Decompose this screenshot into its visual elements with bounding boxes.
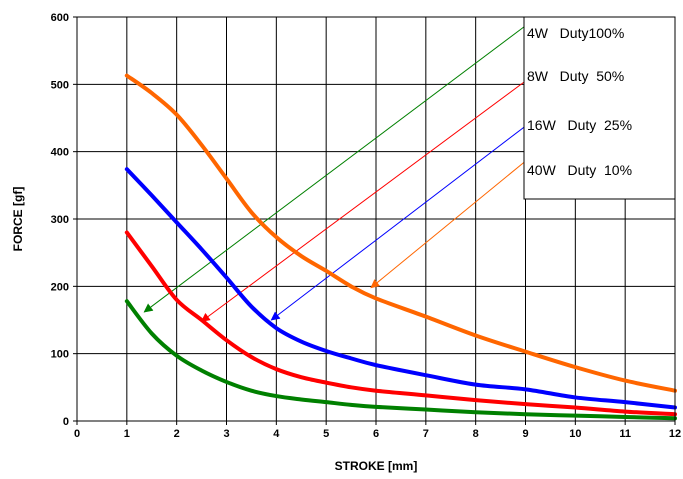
series-line bbox=[124, 167, 677, 410]
x-tick-label: 12 bbox=[669, 428, 681, 440]
plot-border bbox=[76, 16, 676, 422]
annotation-arrow bbox=[370, 160, 526, 289]
annotation-arrow bbox=[143, 25, 526, 313]
y-axis-ticks: 0 100 200 300 400 500 600 bbox=[51, 12, 77, 428]
x-tick-label: 6 bbox=[373, 428, 379, 440]
x-tick-label: 0 bbox=[74, 428, 80, 440]
legend: 4W Duty100% 8W Duty 50% 16W Duty 25% 40W Du… bbox=[523, 16, 676, 200]
x-axis-label: STROKE [mm] bbox=[335, 459, 418, 473]
x-tick-label: 3 bbox=[223, 428, 229, 440]
legend-entry: 4W Duty100% bbox=[527, 25, 624, 41]
series-line bbox=[124, 299, 677, 421]
x-tick-label: 11 bbox=[619, 428, 631, 440]
series-line bbox=[124, 73, 677, 393]
x-tick-label: 10 bbox=[569, 428, 581, 440]
legend-entry: 16W Duty 25% bbox=[527, 117, 632, 133]
y-axis-label: FORCE [gf] bbox=[11, 187, 25, 252]
x-tick-label: 9 bbox=[522, 428, 528, 440]
x-tick-label: 7 bbox=[423, 428, 429, 440]
legend-entry: 40W Duty 10% bbox=[527, 162, 632, 178]
series-lines bbox=[124, 73, 677, 421]
y-tick-label: 200 bbox=[51, 281, 69, 293]
x-tick-label: 8 bbox=[473, 428, 479, 440]
x-tick-label: 4 bbox=[273, 428, 280, 440]
x-tick-label: 2 bbox=[174, 428, 180, 440]
y-tick-label: 100 bbox=[51, 349, 69, 361]
x-tick-label: 1 bbox=[124, 428, 130, 440]
y-tick-label: 300 bbox=[51, 214, 69, 226]
x-tick-label: 5 bbox=[323, 428, 329, 440]
x-axis-ticks: 0 1 2 3 4 5 6 7 8 9 10 11 12 bbox=[74, 421, 681, 440]
y-tick-label: 0 bbox=[63, 416, 69, 428]
legend-entry: 8W Duty 50% bbox=[527, 68, 624, 84]
y-tick-label: 400 bbox=[51, 147, 69, 159]
legend-box bbox=[523, 16, 676, 200]
y-tick-label: 500 bbox=[51, 79, 69, 91]
annotation-arrow bbox=[200, 80, 526, 322]
annotation-arrow bbox=[270, 125, 526, 321]
annotation-arrows bbox=[143, 25, 526, 322]
y-tick-label: 600 bbox=[51, 12, 69, 24]
series-line bbox=[124, 230, 677, 417]
